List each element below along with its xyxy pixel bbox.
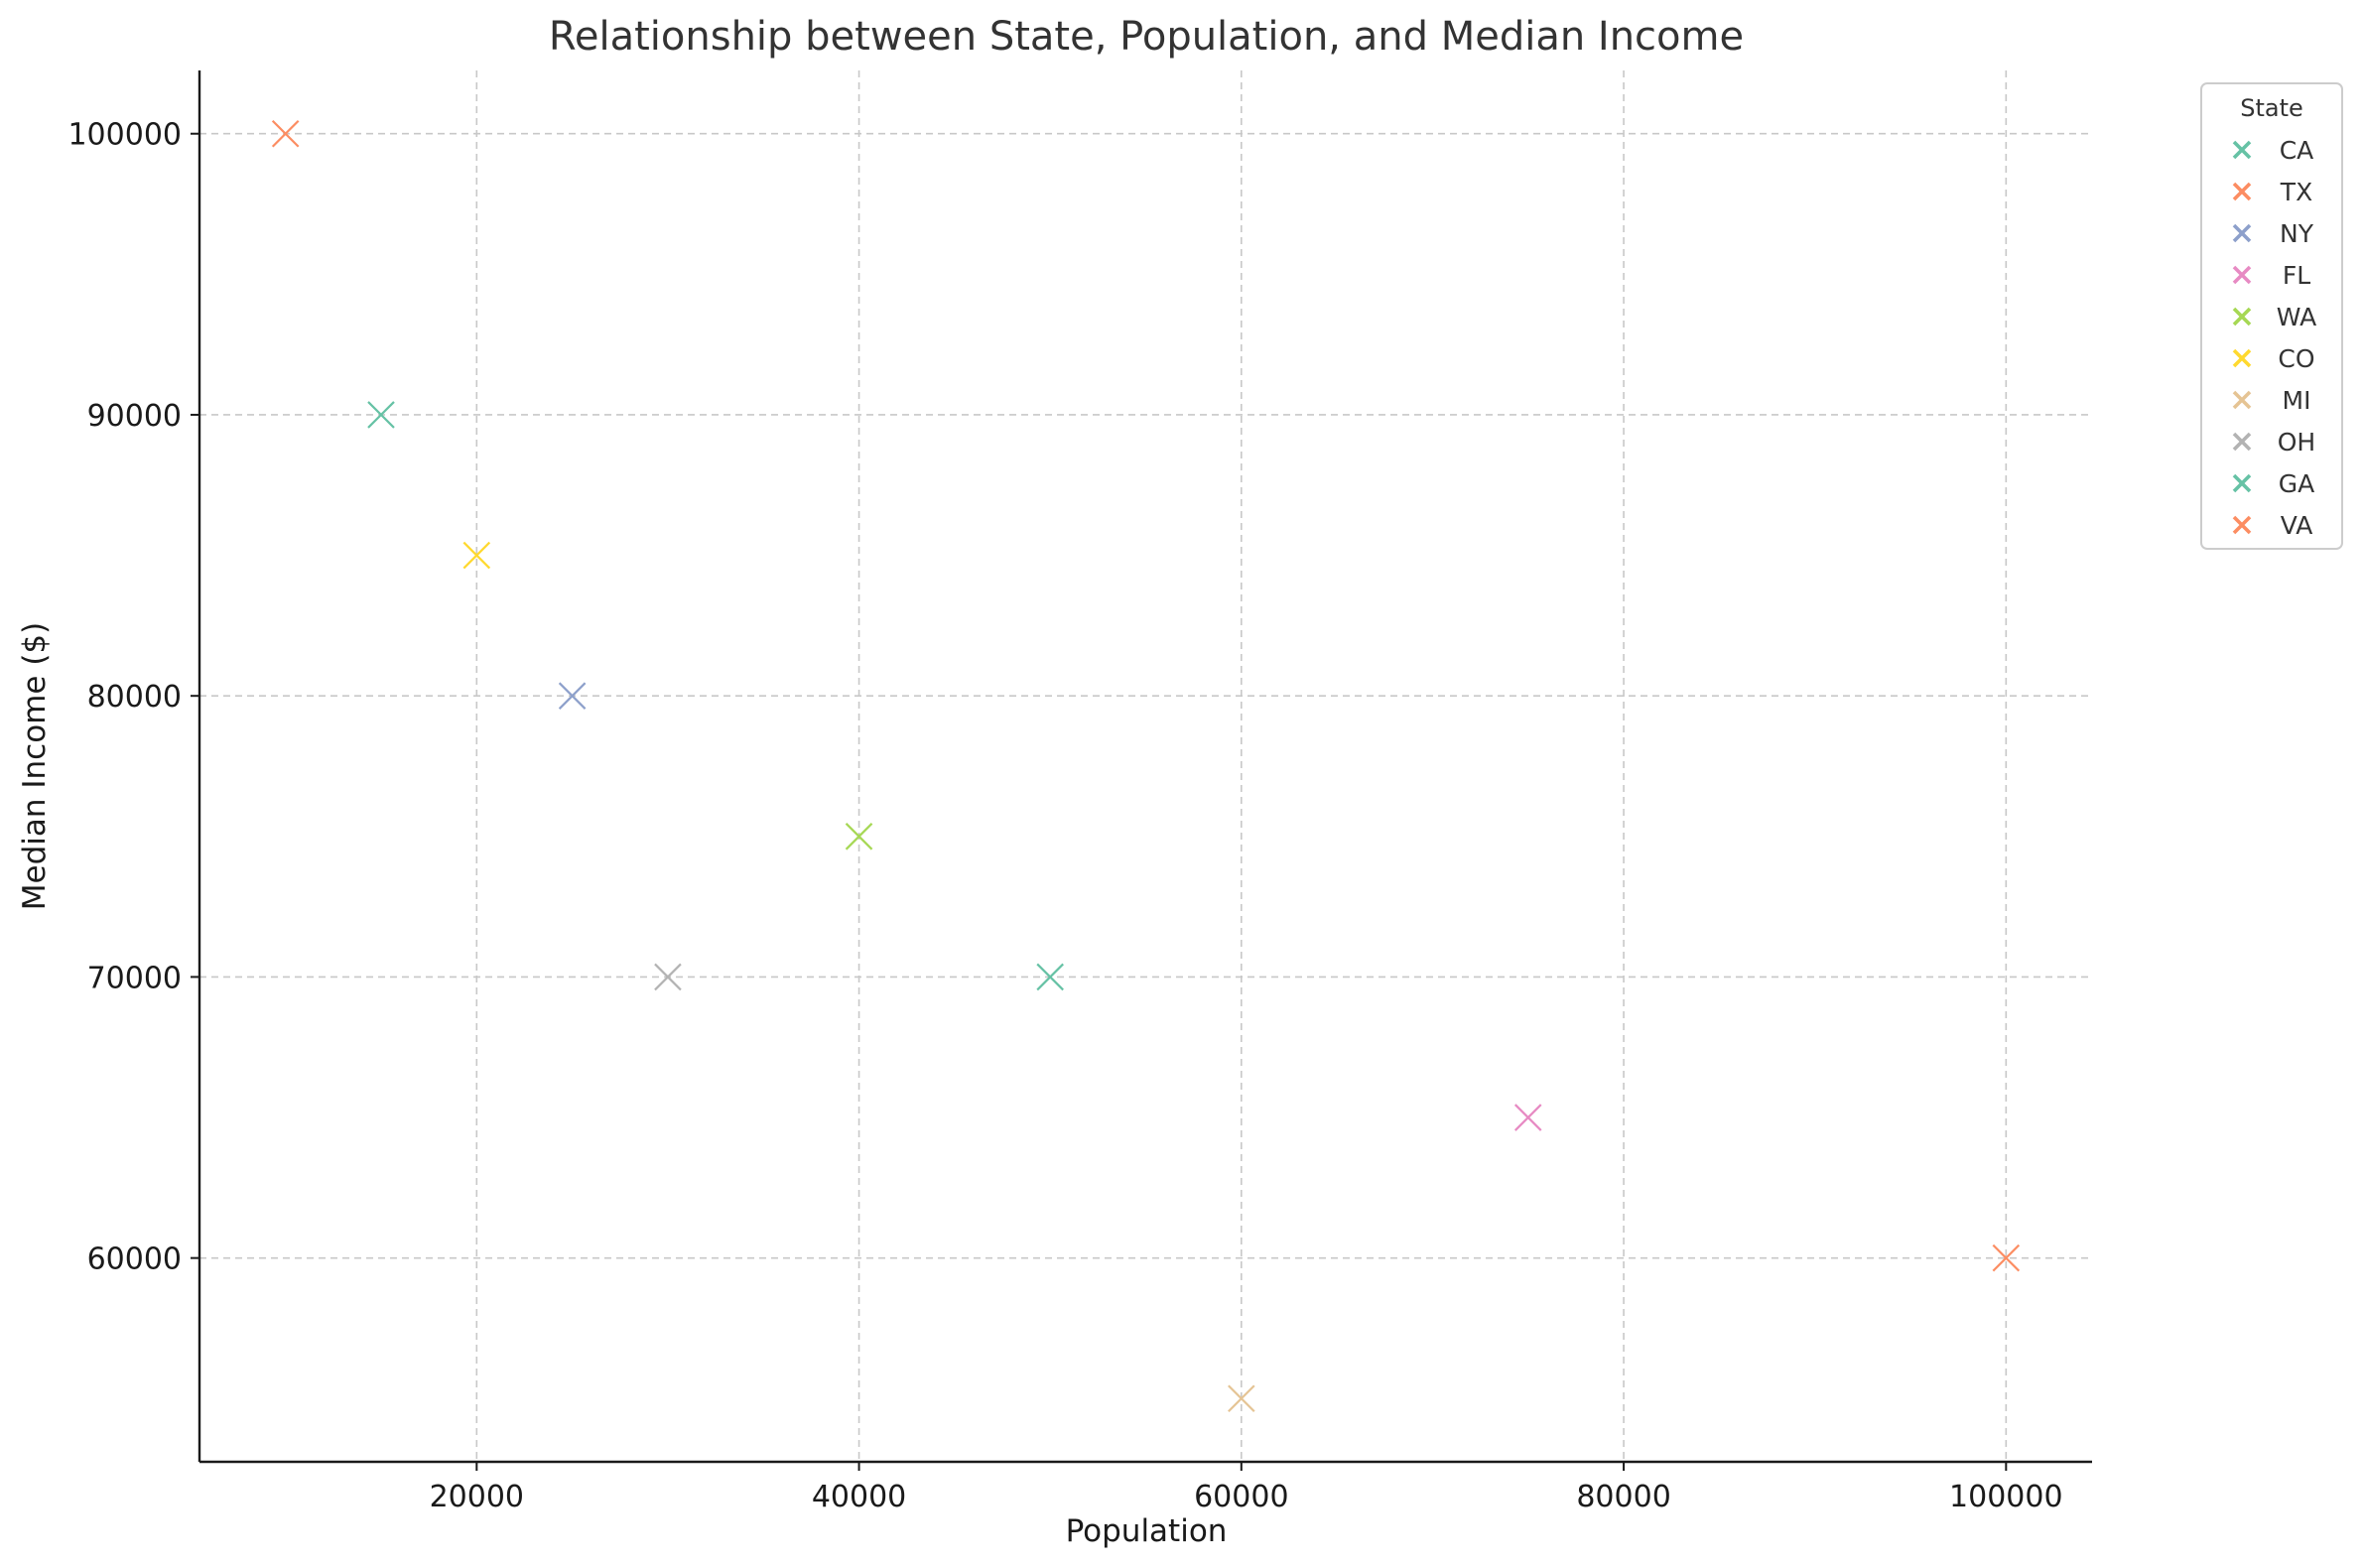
chart-title: Relationship between State, Population, … — [549, 14, 1744, 60]
data-points — [271, 119, 2021, 1413]
legend-entry-tx: TX — [2232, 178, 2312, 206]
legend-entries: CA TX NY FL WA CO MI OH GA VA — [2232, 136, 2316, 540]
legend-marker — [2232, 390, 2252, 410]
data-point-co — [462, 541, 491, 570]
x-tick-label: 20000 — [430, 1480, 524, 1514]
legend-entry-ca: CA — [2232, 136, 2314, 165]
legend-label: FL — [2283, 261, 2310, 290]
legend-entry-mi: MI — [2232, 386, 2311, 415]
legend-marker — [2232, 140, 2252, 160]
y-tick-label: 70000 — [87, 961, 182, 995]
legend-entry-ga: GA — [2232, 469, 2314, 498]
legend-label: WA — [2277, 303, 2316, 331]
x-tick-label: 60000 — [1194, 1480, 1288, 1514]
x-tick-label: 100000 — [1949, 1480, 2063, 1514]
legend-marker — [2232, 348, 2252, 368]
legend-marker — [2232, 307, 2252, 327]
legend-marker — [2232, 182, 2252, 201]
y-tick-label: 80000 — [87, 680, 182, 715]
data-point-fl — [1513, 1104, 1542, 1131]
x-ticks: 20000 40000 60000 80000 100000 — [430, 1462, 2063, 1514]
legend-entry-fl: FL — [2232, 261, 2310, 290]
data-point-ca — [367, 401, 395, 429]
legend-entry-co: CO — [2232, 344, 2315, 373]
legend-label: OH — [2278, 428, 2315, 457]
legend-marker — [2232, 432, 2252, 452]
legend-entry-va: VA — [2232, 511, 2313, 540]
legend-label: CO — [2278, 344, 2314, 373]
legend-marker — [2232, 265, 2252, 285]
y-ticks: 60000 70000 80000 90000 100000 — [67, 118, 199, 1277]
data-point-ga — [1036, 963, 1064, 991]
y-tick-label: 60000 — [87, 1242, 182, 1277]
data-point-wa — [845, 823, 873, 850]
legend-entry-ny: NY — [2232, 219, 2314, 248]
grid — [199, 70, 2092, 1462]
data-point-ny — [558, 682, 587, 710]
legend: State CA TX NY FL WA CO MI OH GA VA — [2200, 82, 2343, 550]
data-point-mi — [1228, 1384, 1255, 1413]
legend-marker — [2232, 473, 2252, 493]
legend-label: CA — [2280, 136, 2314, 165]
y-axis-label: Median Income ($) — [17, 622, 53, 910]
legend-marker — [2232, 515, 2252, 535]
legend-label: GA — [2279, 469, 2314, 498]
data-point-va — [1992, 1243, 2021, 1272]
data-point-oh — [654, 963, 682, 991]
y-tick-label: 90000 — [87, 399, 182, 434]
legend-entry-wa: WA — [2232, 303, 2316, 331]
legend-entry-oh: OH — [2232, 428, 2315, 457]
legend-marker — [2232, 223, 2252, 243]
y-tick-label: 100000 — [67, 118, 182, 153]
x-tick-label: 40000 — [812, 1480, 906, 1514]
data-point-tx — [271, 119, 300, 148]
legend-label: NY — [2280, 219, 2314, 248]
legend-title: State — [2240, 94, 2303, 122]
legend-label: VA — [2281, 511, 2313, 540]
legend-frame — [2200, 82, 2343, 550]
x-tick-label: 80000 — [1576, 1480, 1670, 1514]
x-axis-label: Population — [1066, 1513, 1228, 1549]
legend-label: TX — [2280, 178, 2312, 206]
legend-label: MI — [2283, 386, 2311, 415]
axes — [197, 70, 2092, 1464]
